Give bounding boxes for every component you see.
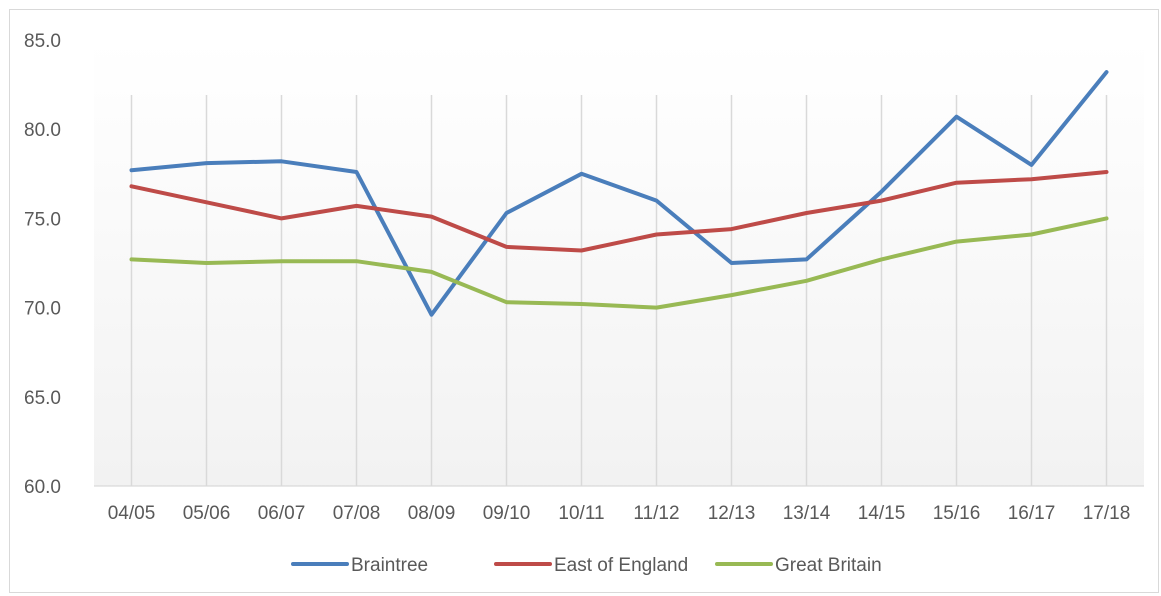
x-tick-label: 04/05 bbox=[108, 503, 156, 524]
y-tick-label: 65.0 bbox=[24, 388, 61, 409]
legend: Braintree East of England Great Britain bbox=[291, 555, 882, 576]
x-tick-label: 17/18 bbox=[1083, 503, 1131, 524]
x-tick-label: 06/07 bbox=[258, 503, 306, 524]
y-tick-label: 60.0 bbox=[24, 477, 61, 498]
y-tick-label: 75.0 bbox=[24, 209, 61, 230]
y-tick-label: 85.0 bbox=[24, 31, 61, 52]
x-tick-label: 08/09 bbox=[408, 503, 456, 524]
legend-label-east-of-england: East of England bbox=[554, 555, 688, 576]
x-tick-label: 13/14 bbox=[783, 503, 831, 524]
x-tick-label: 14/15 bbox=[858, 503, 906, 524]
legend-label-braintree: Braintree bbox=[351, 555, 428, 576]
y-tick-label: 70.0 bbox=[24, 299, 61, 320]
x-tick-label: 10/11 bbox=[558, 503, 604, 524]
series-line-east-of-england bbox=[129, 170, 1109, 253]
x-tick-label: 15/16 bbox=[933, 503, 981, 524]
x-axis-ticks: 04/05 05/06 06/07 07/08 08/09 09/10 10/11 11/12… bbox=[108, 503, 1131, 524]
x-tick-label: 07/08 bbox=[333, 503, 381, 524]
x-tick-label: 12/13 bbox=[708, 503, 756, 524]
series-lines bbox=[129, 70, 1109, 317]
gridlines bbox=[130, 95, 1108, 486]
series-line-braintree bbox=[129, 70, 1109, 317]
x-tick-label: 09/10 bbox=[483, 503, 531, 524]
y-tick-label: 80.0 bbox=[24, 120, 61, 141]
series-line-great-britain bbox=[129, 216, 1109, 310]
legend-label-great-britain: Great Britain bbox=[775, 555, 882, 576]
x-tick-label: 16/17 bbox=[1008, 503, 1056, 524]
x-tick-label: 05/06 bbox=[183, 503, 231, 524]
x-tick-label: 11/12 bbox=[633, 503, 679, 524]
y-axis-ticks: 60.0 65.0 70.0 75.0 80.0 85.0 bbox=[24, 31, 61, 498]
